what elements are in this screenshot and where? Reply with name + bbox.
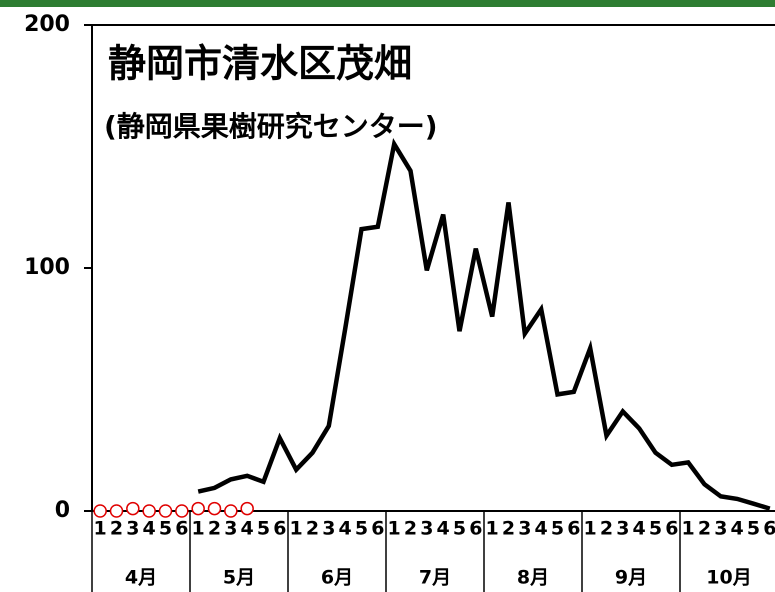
x-tick-label: 4 xyxy=(241,518,254,540)
x-tick-label: 2 xyxy=(208,518,221,540)
line xyxy=(197,138,771,511)
chart-subtitle: (静岡県果樹研究センター) xyxy=(104,110,438,143)
x-tick-label: 3 xyxy=(420,518,433,540)
x-tick-label: 2 xyxy=(502,518,515,540)
x-tick-label: 4 xyxy=(339,518,352,540)
marker xyxy=(126,501,140,516)
x-tick-label: 5 xyxy=(747,518,760,540)
x-tick-label: 6 xyxy=(763,518,775,540)
x-tick-label: 3 xyxy=(224,518,237,540)
month-label: 5月 xyxy=(223,567,255,589)
x-tick-label: 1 xyxy=(192,518,205,540)
month-label: 8月 xyxy=(517,567,549,589)
marker xyxy=(207,501,222,516)
x-tick-label: 6 xyxy=(371,518,384,540)
month-label: 10月 xyxy=(706,567,751,589)
month-label: 9月 xyxy=(615,567,647,589)
x-tick-label: 2 xyxy=(306,518,319,540)
chart-title: 静岡市清水区茂畑 xyxy=(108,42,412,86)
x-tick-label: 5 xyxy=(257,518,270,540)
x-tick-label: 1 xyxy=(682,518,695,540)
x-tick-label: 2 xyxy=(110,518,123,540)
y-tick-label: 100 xyxy=(24,255,70,280)
x-tick-label: 1 xyxy=(388,518,401,540)
marker xyxy=(158,504,173,518)
x-tick-label: 1 xyxy=(584,518,597,540)
x-tick-label: 2 xyxy=(600,518,613,540)
marker xyxy=(109,504,124,518)
x-tick-label: 2 xyxy=(404,518,417,540)
x-tick-label: 5 xyxy=(551,518,564,540)
x-tick-label: 3 xyxy=(714,518,727,540)
x-tick-label: 6 xyxy=(665,518,678,540)
x-tick-label: 5 xyxy=(453,518,466,540)
x-tick-label: 5 xyxy=(159,518,172,540)
y-tick-label: 200 xyxy=(24,12,70,37)
x-tick-label: 1 xyxy=(94,518,107,540)
plot-frame xyxy=(91,24,775,512)
marker xyxy=(224,504,238,518)
month-label: 7月 xyxy=(419,567,451,589)
marker xyxy=(142,504,156,518)
x-tick-label: 3 xyxy=(616,518,629,540)
x-tick-label: 5 xyxy=(355,518,368,540)
x-tick-label: 4 xyxy=(143,518,156,540)
x-tick-label: 2 xyxy=(698,518,711,540)
x-tick-label: 1 xyxy=(486,518,499,540)
month-label: 4月 xyxy=(125,567,157,589)
x-tick-label: 4 xyxy=(633,518,646,540)
marker xyxy=(191,501,205,516)
x-tick-label: 4 xyxy=(731,518,744,540)
x-tick-label: 4 xyxy=(437,518,450,540)
x-tick-label: 3 xyxy=(126,518,139,540)
x-tick-label: 3 xyxy=(518,518,531,540)
month-label: 6月 xyxy=(321,567,353,589)
x-tick-label: 4 xyxy=(535,518,548,540)
x-tick-label: 1 xyxy=(290,518,303,540)
marker xyxy=(93,504,107,518)
x-tick-label: 6 xyxy=(175,518,188,540)
x-tick-label: 6 xyxy=(273,518,286,540)
y-tick-label: 0 xyxy=(55,498,70,523)
x-tick-label: 6 xyxy=(469,518,482,540)
x-tick-label: 3 xyxy=(322,518,335,540)
top-bar xyxy=(0,0,775,7)
x-tick-label: 5 xyxy=(649,518,662,540)
x-tick-label: 6 xyxy=(567,518,580,540)
marker xyxy=(240,501,254,516)
marker xyxy=(175,504,189,518)
